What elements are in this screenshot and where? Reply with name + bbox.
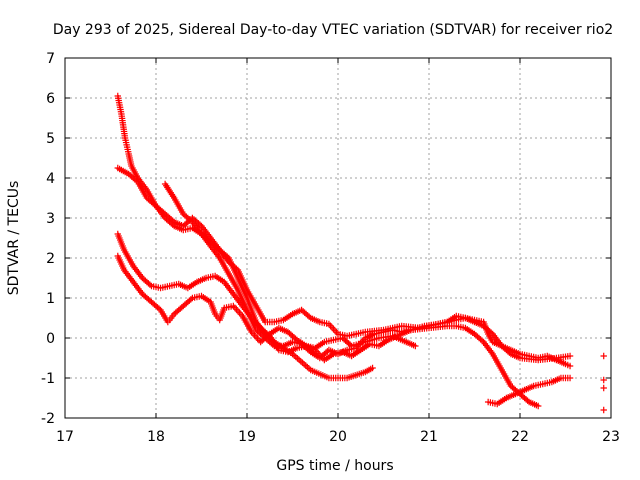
y-tick-label: 1 xyxy=(46,291,55,307)
x-tick-label: 18 xyxy=(147,429,165,445)
chart-title: Day 293 of 2025, Sidereal Day-to-day VTE… xyxy=(53,22,613,38)
x-axis-label: GPS time / hours xyxy=(276,458,393,474)
x-tick-label: 21 xyxy=(420,429,438,445)
y-tick-label: 6 xyxy=(46,91,55,107)
plot-frame xyxy=(64,57,612,419)
grid-lines xyxy=(65,58,611,418)
y-tick-label: 5 xyxy=(46,131,55,147)
series-track-7 xyxy=(600,352,607,414)
y-tick-label: 7 xyxy=(46,51,55,67)
data-point-markers xyxy=(114,230,419,356)
data-marks xyxy=(114,92,607,414)
y-tick-label: -1 xyxy=(41,371,55,387)
x-tick-label: 22 xyxy=(511,429,529,445)
y-tick-label: -2 xyxy=(41,411,55,427)
x-tick-label: 19 xyxy=(238,429,256,445)
y-tick-label: 3 xyxy=(46,211,55,227)
series-track-6 xyxy=(484,374,574,408)
y-axis-ticks: -2 -1 0 1 2 3 4 5 6 7 xyxy=(41,51,611,427)
data-point-markers xyxy=(484,374,574,408)
x-axis-ticks: 17 18 19 20 21 22 23 xyxy=(56,58,620,445)
data-point-markers xyxy=(114,164,574,364)
series-track-2 xyxy=(114,164,574,364)
series-track-4 xyxy=(114,230,419,356)
y-axis-label: SDTVAR / TECUs xyxy=(6,181,22,296)
data-point-markers xyxy=(114,252,574,370)
series-track-5 xyxy=(114,252,574,370)
x-tick-label: 23 xyxy=(602,429,620,445)
y-tick-label: 2 xyxy=(46,251,55,267)
data-point-markers xyxy=(600,352,607,414)
x-tick-label: 20 xyxy=(329,429,347,445)
x-tick-label: 17 xyxy=(56,429,74,445)
y-tick-label: 4 xyxy=(46,171,55,187)
y-tick-label: 0 xyxy=(46,331,55,347)
